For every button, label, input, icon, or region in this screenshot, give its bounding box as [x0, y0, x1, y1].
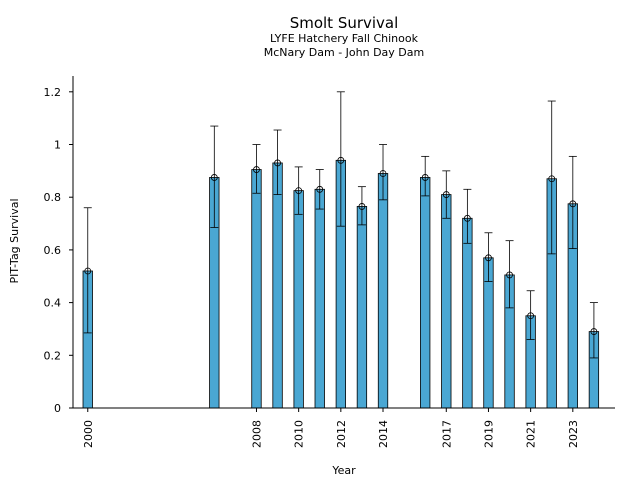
data-point-marker [253, 166, 260, 173]
data-point-marker [274, 159, 281, 167]
x-tick-label: 2014 [377, 420, 390, 448]
bar [251, 169, 262, 409]
data-point-marker [421, 174, 429, 181]
x-tick-label: 2012 [335, 420, 348, 448]
bar [441, 194, 452, 409]
y-tick-label: 0 [54, 402, 61, 415]
x-axis-label: Year [331, 464, 356, 477]
bar [377, 173, 389, 409]
x-tick-label: 2017 [440, 420, 453, 448]
y-tick-label: 0.8 [44, 191, 62, 204]
markers-group [84, 156, 598, 335]
y-axis-label: PIT-Tag Survival [8, 198, 21, 283]
y-tick-label: 1 [54, 139, 61, 152]
data-point-marker [379, 170, 387, 177]
error-bars-group [83, 91, 598, 359]
data-point-marker [527, 312, 535, 320]
data-point-marker [569, 200, 577, 208]
data-point-marker [590, 328, 598, 335]
x-tick-label: 2023 [567, 420, 580, 448]
y-tick-label: 1.2 [44, 86, 62, 99]
y-tick-label: 0.6 [44, 244, 62, 257]
data-point-marker [358, 203, 366, 210]
x-tick-label: 2019 [482, 420, 495, 448]
y-axis-ticks: 0 0.2 0.4 0.6 0.8 1 1.2 [44, 86, 73, 415]
x-tick-label: 2000 [82, 420, 95, 448]
data-point-marker [316, 185, 324, 193]
bar [314, 188, 325, 409]
bar [272, 162, 283, 409]
bar [356, 206, 368, 409]
bar [420, 177, 431, 409]
data-point-marker [506, 271, 513, 279]
x-tick-label: 2010 [293, 420, 306, 448]
data-point-marker [84, 267, 92, 275]
chart-subtitle-1: LYFE Hatchery Fall Chinook [270, 32, 419, 45]
x-tick-label: 2008 [250, 420, 263, 448]
data-point-marker [295, 187, 303, 195]
x-axis-ticks: 2000 2008 2010 2012 2014 2017 2019 2021 2023 [82, 408, 580, 448]
x-tick-label: 2021 [525, 420, 538, 448]
chart-subtitle-2: McNary Dam - John Day Dam [264, 46, 424, 59]
data-point-marker [442, 191, 450, 198]
data-point-marker [463, 214, 471, 222]
data-point-marker [337, 156, 345, 164]
bar [293, 190, 304, 409]
chart-title: Smolt Survival [290, 14, 399, 32]
data-point-marker [548, 175, 556, 183]
data-point-marker [210, 174, 218, 181]
y-tick-label: 0.4 [44, 297, 62, 310]
data-point-marker [485, 254, 492, 262]
bar [462, 217, 473, 409]
y-tick-label: 0.2 [44, 349, 62, 362]
